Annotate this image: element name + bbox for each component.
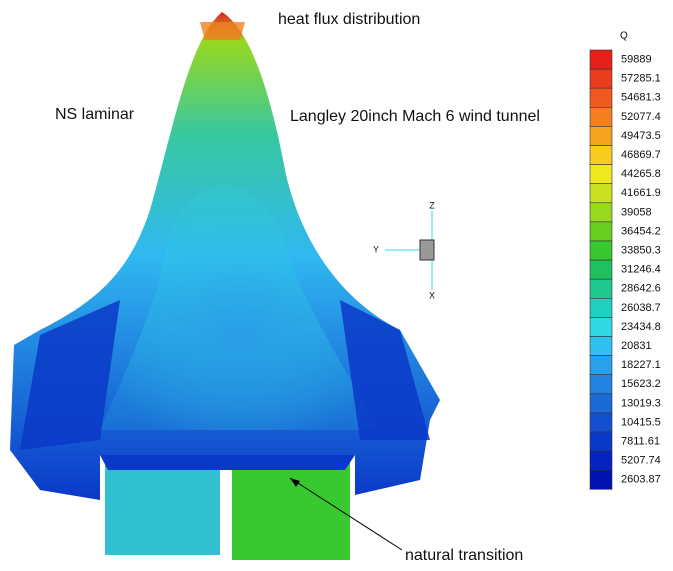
color-swatch [589,259,613,280]
level-label: 28642.6 [621,283,661,295]
arrow-head [290,478,300,487]
color-swatch [589,87,613,108]
level-label: 39058 [621,206,652,218]
level-label: 54681.3 [621,92,661,104]
legend-title: Q [620,31,628,42]
left-label: NS laminar [55,106,135,123]
color-swatch [589,126,613,146]
right-label: Langley 20inch Mach 6 wind tunnel [290,108,540,125]
triad-box [419,239,435,261]
color-swatch [589,202,613,223]
annotation-arrow [289,477,403,551]
color-swatch [589,469,613,490]
triad-y: Y [373,244,379,254]
level-label: 41661.9 [621,187,661,199]
title: heat flux distribution [278,11,420,28]
level-label: 44265.8 [621,168,661,180]
color-swatch [589,393,613,414]
triad-z: Z [429,200,435,210]
level-label: 7811.61 [621,435,660,447]
color-swatch [589,183,613,204]
color-swatch [589,221,613,242]
level-label: 5207.74 [621,455,661,467]
level-label: 18227.1 [621,359,661,371]
level-label: 2603.87 [621,474,661,486]
color-swatch [589,145,613,165]
color-swatch [589,412,613,433]
color-swatch [589,49,613,70]
level-label: 20831 [621,340,652,352]
color-swatch [589,317,613,337]
color-swatch [589,278,613,299]
color-swatch [589,336,613,356]
color-swatch [589,374,613,395]
level-label: 57285.1 [621,73,661,85]
level-label: 23434.8 [621,321,661,333]
color-swatch [589,297,613,318]
level-label: 15623.2 [621,378,661,390]
triad-x: X [429,290,435,300]
color-swatch [589,68,613,89]
vehicle-contour [10,12,440,560]
colorbar: 59889 57285.1 54681.3 52077.4 49473.5 46869.7… [589,49,661,490]
level-label: 52077.4 [621,111,661,123]
level-label: 59889 [621,53,652,65]
level-label: 36454.2 [621,225,661,237]
level-label: 26038.7 [621,302,661,314]
level-label: 13019.3 [621,397,661,409]
color-swatch [589,355,613,376]
color-swatch [589,240,613,261]
level-label: 10415.5 [621,416,661,428]
level-label: 46869.7 [621,149,661,161]
axis-triad: Z Y X [373,200,435,300]
color-swatch [589,431,613,452]
color-swatch [589,107,613,127]
color-swatch [589,450,613,471]
level-label: 49473.5 [621,130,661,142]
color-swatch [589,164,613,185]
level-label: 33850.3 [621,244,661,256]
level-label: 31246.4 [621,264,661,276]
annotation: natural transition [405,547,523,564]
